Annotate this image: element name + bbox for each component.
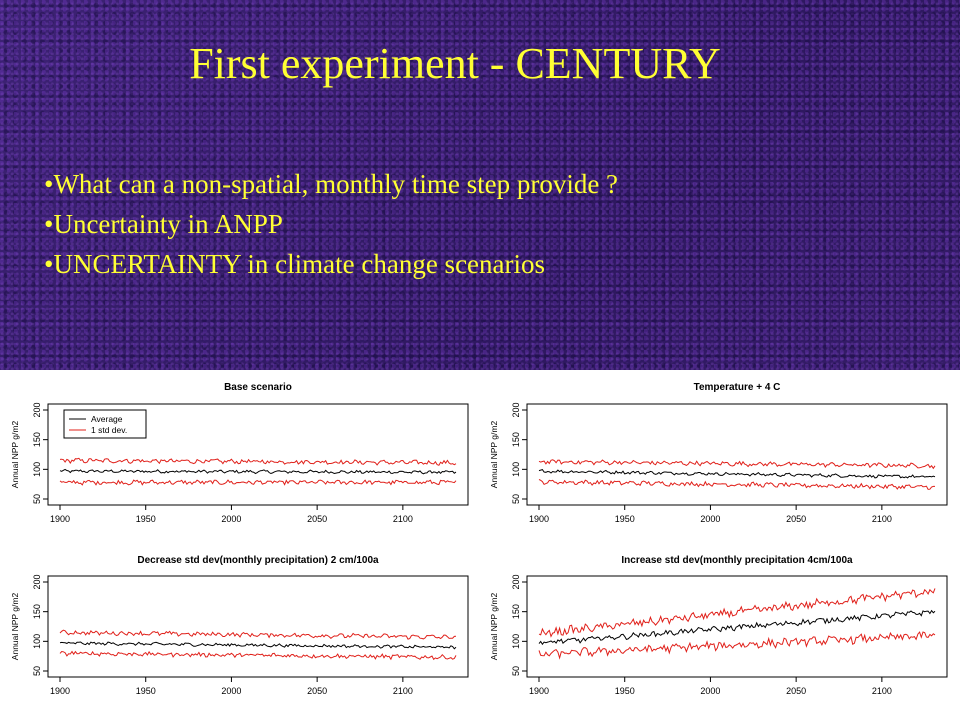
y-tick-label: 150 [511,604,521,619]
legend-label-average: Average [91,414,123,424]
series-line [538,469,936,479]
x-tick-label: 1900 [529,686,549,696]
chart-figure: Base scenario 50 100 150 200 Annual NPP g/m2 1… [0,370,960,720]
x-tick-label: 2050 [307,514,327,524]
chart-panel: Base scenario 50 100 150 200 Annual NPP g/m2 1… [10,382,469,524]
plot-frame [47,575,469,678]
x-tick-label: 1950 [615,686,635,696]
series-line [538,479,935,490]
y-axis-label: Annual NPP g/m2 [10,593,20,661]
series-line [538,459,936,470]
y-tick-label: 150 [32,432,42,447]
bullet-item: Uncertainty in ANPP [44,204,618,244]
x-tick-label: 2050 [786,514,806,524]
y-tick-label: 100 [32,634,42,649]
x-tick-label: 1900 [50,686,70,696]
y-tick-label: 150 [511,432,521,447]
series-line [538,631,936,660]
x-tick-label: 1900 [50,514,70,524]
y-tick-label: 150 [32,604,42,619]
y-axis-label: Annual NPP g/m2 [10,421,20,489]
chart-title: Temperature + 4 C [694,382,781,393]
plot-frame [47,403,469,506]
chart-title: Base scenario [224,382,292,393]
x-tick-label: 2000 [700,686,720,696]
x-tick-label: 2050 [786,686,806,696]
y-tick-label: 100 [511,462,521,477]
y-axis-label: Annual NPP g/m2 [489,421,499,489]
y-tick-label: 50 [32,666,42,676]
chart-panel: Increase std dev(monthly precipitation 4… [489,555,948,696]
charts-svg: Base scenario 50 100 150 200 Annual NPP g/m2 1… [10,382,948,696]
y-tick-label: 50 [511,666,521,676]
legend-box [63,409,147,439]
x-tick-label: 2100 [872,686,892,696]
series-line [538,588,936,638]
chart-title: Decrease std dev(monthly precipitation) … [137,555,379,566]
x-tick-label: 2000 [221,686,241,696]
series-line [538,609,936,646]
y-tick-label: 200 [32,402,42,417]
x-tick-label: 2100 [393,514,413,524]
bullet-item: What can a non-spatial, monthly time ste… [44,164,618,204]
series-line [59,479,457,486]
y-tick-label: 50 [511,494,521,504]
y-tick-label: 200 [32,574,42,589]
x-tick-label: 2100 [393,686,413,696]
y-tick-label: 200 [511,574,521,589]
chart-panel: Temperature + 4 C 50 100 150 200 Annual NPP g… [489,382,948,524]
chart-panel: Decrease std dev(monthly precipitation) … [10,555,469,696]
y-tick-label: 100 [511,634,521,649]
y-tick-label: 50 [32,494,42,504]
series-line [59,457,457,466]
y-tick-label: 200 [511,402,521,417]
x-tick-label: 1950 [136,686,156,696]
bullet-item: UNCERTAINTY in climate change scenarios [44,244,618,284]
x-tick-label: 2000 [700,514,720,524]
series-line [59,650,457,661]
chart-title: Increase std dev(monthly precipitation 4… [621,555,853,566]
slide-title: First experiment - CENTURY [189,39,721,88]
series-line [59,641,457,650]
x-tick-label: 2050 [307,686,327,696]
x-tick-label: 1900 [529,514,549,524]
x-tick-label: 2100 [872,514,892,524]
x-tick-label: 1950 [615,514,635,524]
legend-label-std: 1 std dev. [91,425,127,435]
plot-frame [526,575,948,678]
plot-frame [526,403,948,506]
y-tick-label: 100 [32,462,42,477]
y-axis-label: Annual NPP g/m2 [489,593,499,661]
x-tick-label: 1950 [136,514,156,524]
series-line [59,468,457,475]
series-line [59,629,457,640]
x-tick-label: 2000 [221,514,241,524]
bullet-list: What can a non-spatial, monthly time ste… [44,164,618,284]
